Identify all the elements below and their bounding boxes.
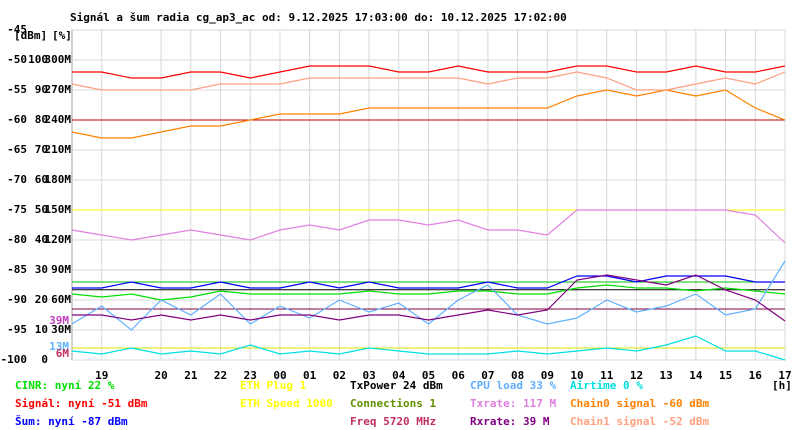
legend-entry: Txrate: 117 M: [470, 397, 556, 410]
series-line: [71, 209, 786, 244]
x-tick-label: 16: [749, 369, 763, 382]
x-tick-label: 08: [511, 369, 524, 382]
y3-tick-label: 120M: [45, 233, 72, 246]
series-line: [72, 65, 786, 79]
y-tick-label: -95: [7, 323, 27, 336]
annotation: 13M: [49, 340, 69, 353]
x-tick-label: 23: [244, 369, 257, 382]
y-tick-label: -60: [7, 113, 27, 126]
y3-tick-label: 30M: [51, 323, 71, 336]
series-line: [72, 274, 786, 322]
legend-entry: Airtime 0 %: [570, 379, 643, 392]
y-tick-label: -55: [7, 83, 27, 96]
y2-tick-label: 10: [35, 323, 48, 336]
y-unit-label: [dBm]: [14, 29, 47, 42]
x-tick-label: 12: [630, 369, 643, 382]
y2-tick-label: 30: [35, 263, 48, 276]
y-tick-label: -80: [7, 233, 27, 246]
y-tick-label: -45: [7, 23, 27, 36]
y3-tick-label: 210M: [45, 143, 72, 156]
x-tick-label: 13: [660, 369, 673, 382]
x-tick-label: 07: [481, 369, 494, 382]
legend-entry: Signál: nyní -51 dBm: [15, 397, 148, 410]
annotation: 6M: [56, 347, 70, 360]
legend-entry: ETH Speed 1000: [240, 397, 333, 410]
x-tick-label: 00: [273, 369, 286, 382]
legend-entry: Chain1 signal -52 dBm: [570, 415, 709, 428]
x-tick-label: 04: [392, 369, 406, 382]
y-tick-label: -90: [7, 293, 27, 306]
x-tick-label: 17: [778, 369, 791, 382]
y-tick-label: -50: [7, 53, 27, 66]
chart-title: Signál a šum radia cg_ap3_ac od: 9.12.20…: [70, 11, 567, 24]
legend-entry: ETH Plug 1: [240, 379, 307, 392]
y2-unit-label: [%]: [52, 29, 72, 42]
x-tick-label: 22: [214, 369, 227, 382]
annotation: 39M: [49, 314, 69, 327]
y2-tick-label: 70: [35, 143, 48, 156]
x-tick-label: 11: [600, 369, 614, 382]
legend-entry: Chain0 signal -60 dBm: [570, 397, 709, 410]
x-tick-label: 03: [362, 369, 375, 382]
series-line: [72, 275, 785, 289]
y3-tick-label: 60M: [51, 293, 71, 306]
x-tick-label: 09: [541, 369, 554, 382]
y-tick-label: -75: [7, 203, 27, 216]
x-tick-label: 21: [184, 369, 198, 382]
y2-tick-label: 50: [35, 203, 48, 216]
y3-tick-label: 180M: [45, 173, 72, 186]
x-tick-label: 19: [95, 369, 108, 382]
x-tick-label: 01: [303, 369, 317, 382]
y-tick-label: -85: [7, 263, 27, 276]
y3-tick-label: 90M: [51, 263, 71, 276]
y-tick-label: -65: [7, 143, 27, 156]
legend-entry: Šum: nyní -87 dBm: [15, 415, 128, 428]
legend-entry: Freq 5720 MHz: [350, 415, 436, 428]
y-tick-label: -70: [7, 173, 27, 186]
y2-tick-label: 100: [28, 53, 48, 66]
y2-tick-label: 40: [35, 233, 48, 246]
x-tick-label: 06: [452, 369, 466, 382]
x-tick-label: 05: [422, 369, 435, 382]
legend-entry: CPU load 33 %: [470, 379, 556, 392]
y2-tick-label: 0: [41, 353, 48, 366]
x-tick-label: 15: [719, 369, 732, 382]
x-tick-label: 10: [570, 369, 583, 382]
y2-tick-label: 20: [35, 293, 48, 306]
legend-entry: Rxrate: 39 M: [470, 415, 550, 428]
series-line: [71, 260, 786, 331]
y3-tick-label: 300M: [45, 53, 72, 66]
series-line: [71, 284, 786, 301]
y3-tick-label: 240M: [45, 113, 72, 126]
legend-entry: CINR: nyní 22 %: [15, 379, 115, 392]
series-line: [71, 335, 786, 361]
legend-entry: Connections 1: [350, 397, 436, 410]
y3-tick-label: 270M: [45, 83, 72, 96]
y3-tick-label: 150M: [45, 203, 72, 216]
y2-tick-label: 90: [35, 83, 48, 96]
x-tick-label: 20: [155, 369, 168, 382]
x-tick-label: 02: [333, 369, 346, 382]
y2-tick-label: 60: [35, 173, 48, 186]
y-tick-label: -100: [1, 353, 28, 366]
x-unit-label: [h]: [772, 379, 792, 392]
x-tick-label: 14: [689, 369, 703, 382]
y2-tick-label: 80: [35, 113, 48, 126]
series-line: [71, 71, 786, 91]
legend-entry: TxPower 24 dBm: [350, 379, 443, 392]
